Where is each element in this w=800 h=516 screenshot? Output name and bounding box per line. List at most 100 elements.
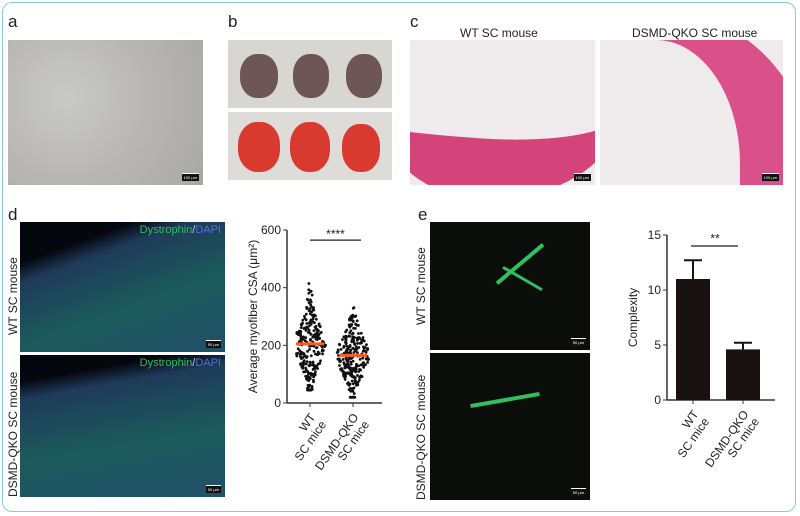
d-row-label-ko: DSMD-QKO SC mouse <box>6 371 20 497</box>
significance-label: **** <box>326 227 345 241</box>
data-point <box>313 364 317 368</box>
data-point <box>317 332 321 336</box>
stain-legend: Dystrophin/DAPI <box>140 357 221 369</box>
data-point <box>342 335 346 339</box>
data-point <box>308 388 312 392</box>
data-point <box>346 345 350 349</box>
data-point <box>357 370 361 373</box>
dystrophin-label: Dystrophin <box>139 357 193 369</box>
significance-label: ** <box>710 232 720 246</box>
data-point <box>314 352 317 356</box>
data-point <box>311 320 315 324</box>
data-point <box>353 327 357 330</box>
data-point <box>317 336 320 340</box>
data-point <box>344 374 348 378</box>
data-point <box>308 348 312 351</box>
data-point <box>306 388 310 392</box>
data-point <box>310 384 314 388</box>
data-point <box>315 330 319 334</box>
ko-histology-image: 100 μm <box>600 40 783 185</box>
panel-label-c: c <box>410 12 419 31</box>
data-point <box>321 339 324 343</box>
data-point <box>345 358 349 362</box>
data-point <box>364 363 367 367</box>
data-point <box>361 349 365 353</box>
y-tick-label: 0 <box>274 396 281 410</box>
data-point <box>340 369 344 373</box>
data-point <box>350 332 354 336</box>
data-point <box>317 323 321 327</box>
data-point <box>311 308 315 311</box>
y-tick-label: 600 <box>261 223 281 237</box>
data-point <box>307 328 311 332</box>
y-tick-label: 200 <box>261 338 281 352</box>
y-tick-label: 0 <box>654 393 661 407</box>
data-point <box>298 349 302 353</box>
data-point <box>362 361 365 365</box>
data-point <box>303 314 306 318</box>
data-point <box>312 380 315 384</box>
data-point <box>336 350 340 354</box>
data-point <box>307 309 311 313</box>
data-point <box>345 349 349 353</box>
data-point <box>305 307 309 310</box>
data-point <box>319 330 323 334</box>
data-point <box>354 370 357 374</box>
c-left-title: WT SC mouse <box>460 26 538 40</box>
data-point <box>349 329 353 333</box>
data-point <box>351 359 355 363</box>
data-point <box>355 362 358 366</box>
data-point <box>295 353 299 357</box>
data-point <box>360 338 364 342</box>
data-point <box>309 289 313 293</box>
ko-complexity-image: 50 μm <box>430 353 590 500</box>
dapi-label: DAPI <box>195 357 221 369</box>
data-point <box>307 372 311 375</box>
y-axis-label: Average myofiber CSA (μm²) <box>246 240 260 393</box>
data-point <box>356 374 359 377</box>
data-point <box>348 387 352 390</box>
mouse-photo-bottom <box>228 112 392 180</box>
data-point <box>310 310 314 314</box>
data-point <box>299 326 303 330</box>
data-point <box>347 363 350 366</box>
data-point <box>356 342 359 345</box>
data-point <box>307 288 311 292</box>
data-point <box>364 357 368 361</box>
data-point <box>359 375 363 379</box>
bar <box>676 279 710 400</box>
data-point <box>314 327 318 331</box>
scale-bar: 50 μm <box>205 340 221 348</box>
x-tick-label: DSMD-QKOSC mice <box>702 407 762 477</box>
data-point <box>337 342 341 346</box>
data-point <box>339 347 343 351</box>
scale-bar: 100 μm <box>573 173 591 181</box>
data-point <box>305 322 309 325</box>
data-point <box>306 383 310 387</box>
data-point <box>319 359 322 363</box>
data-point <box>311 317 315 321</box>
data-point <box>307 324 311 328</box>
dapi-label: DAPI <box>195 224 221 236</box>
data-point <box>351 320 355 323</box>
data-point <box>354 383 358 387</box>
data-point <box>366 361 370 364</box>
e-row-label-ko: DSMD-QKO SC mouse <box>414 374 428 500</box>
data-point <box>313 372 317 376</box>
data-point <box>301 318 305 322</box>
data-point <box>304 362 308 366</box>
data-point <box>314 325 318 328</box>
data-point <box>309 332 313 336</box>
data-point <box>337 358 341 362</box>
data-point <box>310 293 314 297</box>
data-point <box>366 348 369 352</box>
data-point <box>314 317 318 321</box>
data-point <box>303 370 306 374</box>
data-point <box>296 347 300 351</box>
data-point <box>299 351 302 355</box>
data-point <box>359 363 363 367</box>
data-point <box>347 317 351 321</box>
dystrophin-label: Dystrophin <box>139 224 193 236</box>
